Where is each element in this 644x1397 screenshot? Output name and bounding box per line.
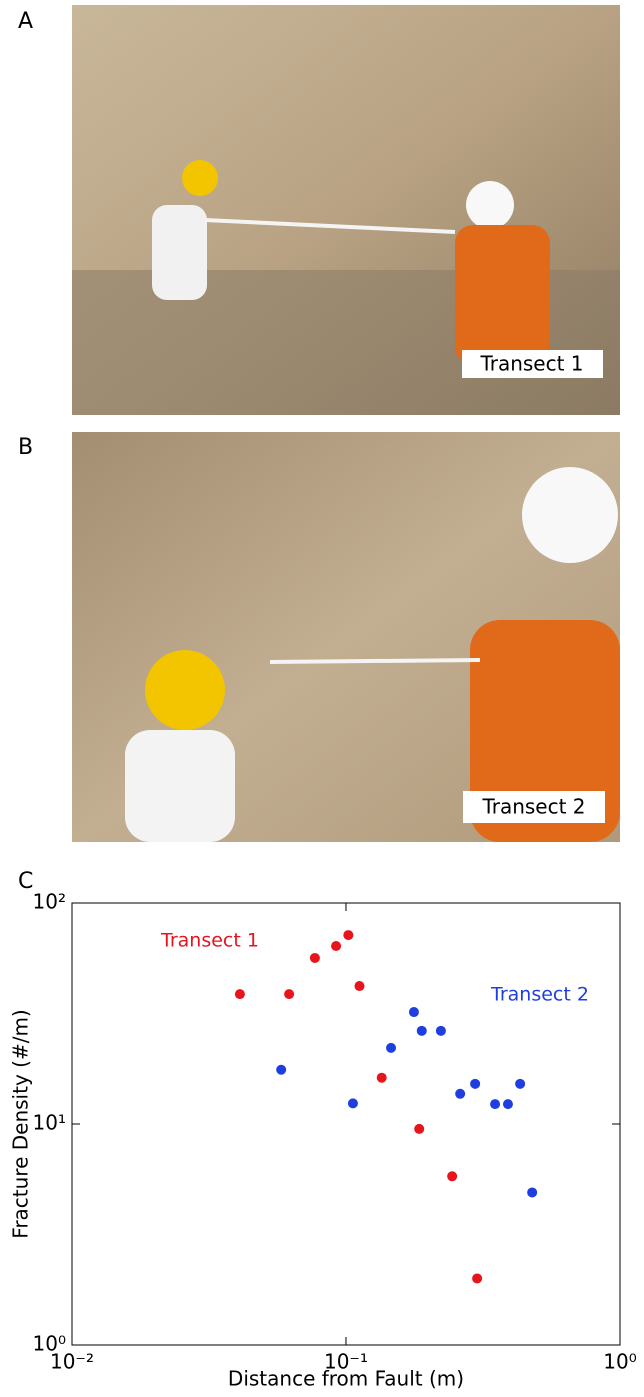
- caption-box: [462, 350, 603, 378]
- y-tick-label: 10²: [33, 890, 66, 914]
- data-point: [347, 1098, 358, 1109]
- plot-frame: [71, 902, 621, 1346]
- person: [455, 225, 550, 365]
- helmet: [522, 467, 618, 563]
- caption: Transect 1: [479, 352, 583, 376]
- panel-label: B: [18, 435, 33, 460]
- data-point: [386, 1042, 397, 1053]
- helmet: [182, 160, 218, 196]
- y-axis-label: Fracture Density (#/m): [9, 1009, 33, 1238]
- data-point: [416, 1025, 427, 1036]
- data-point: [276, 1064, 287, 1075]
- data-point: [376, 1072, 387, 1083]
- series-label: Transect 1: [160, 930, 259, 952]
- data-point: [472, 1273, 483, 1284]
- x-tick-label: 10⁻¹: [324, 1350, 368, 1374]
- panel-label: A: [18, 9, 33, 34]
- data-point: [284, 989, 295, 1000]
- person: [125, 730, 235, 842]
- data-point: [527, 1187, 538, 1198]
- data-point: [331, 940, 342, 951]
- helmet: [466, 181, 514, 229]
- x-tick-label: 10⁻²: [50, 1350, 94, 1374]
- caption-box: [463, 791, 605, 823]
- x-tick-label: 10⁰: [603, 1350, 636, 1374]
- data-point: [354, 981, 365, 992]
- y-tick-label: 10⁰: [33, 1332, 66, 1356]
- helmet: [145, 650, 225, 730]
- data-point: [414, 1123, 425, 1134]
- data-point: [502, 1099, 513, 1110]
- x-axis-label: Distance from Fault (m): [228, 1367, 464, 1391]
- person: [470, 620, 620, 842]
- caption: Transect 2: [481, 795, 585, 819]
- data-point: [447, 1171, 458, 1182]
- data-point: [234, 989, 245, 1000]
- data-point: [408, 1007, 419, 1018]
- data-point: [515, 1078, 526, 1089]
- tape: [269, 658, 481, 664]
- data-point: [455, 1088, 466, 1099]
- panel-label: C: [18, 869, 33, 894]
- data-point: [309, 952, 320, 963]
- y-tick-label: 10¹: [33, 1111, 66, 1135]
- person: [152, 205, 207, 300]
- tape: [204, 218, 456, 234]
- data-point: [490, 1099, 501, 1110]
- series-label: Transect 2: [490, 984, 589, 1006]
- data-point: [470, 1078, 481, 1089]
- data-point: [343, 930, 354, 941]
- data-point: [435, 1025, 446, 1036]
